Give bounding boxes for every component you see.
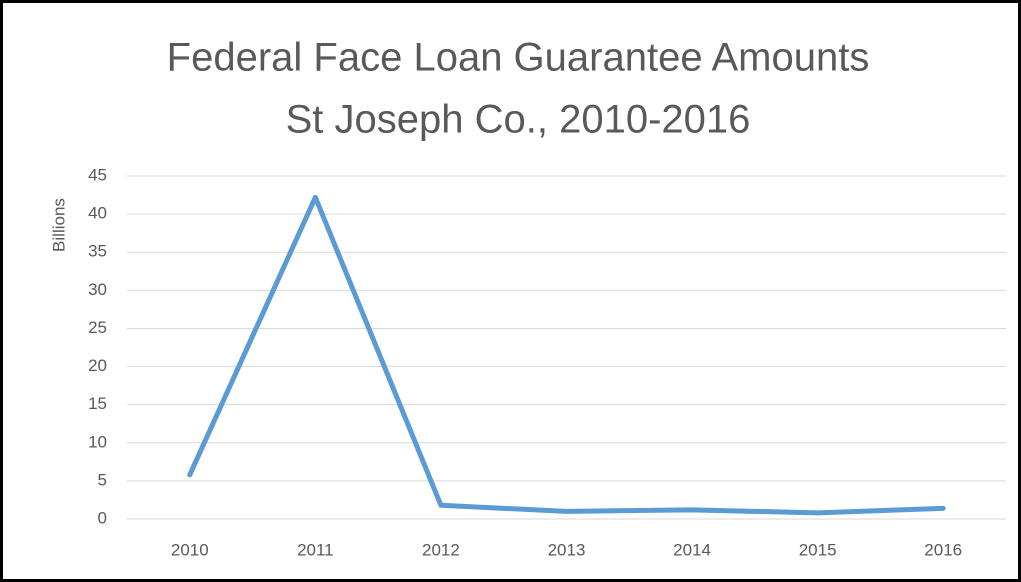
x-tick-label: 2011 (297, 540, 334, 559)
y-tick-label: 15 (88, 394, 107, 413)
y-tick-label: 0 (98, 508, 107, 527)
y-tick-label: 45 (88, 165, 107, 184)
x-tick-label: 2010 (171, 540, 209, 559)
x-tick-label: 2012 (422, 540, 460, 559)
x-tick-label: 2015 (799, 540, 837, 559)
chart-title: Federal Face Loan Guarantee Amounts (167, 36, 870, 80)
x-tick-label: 2013 (548, 540, 586, 559)
line-series (187, 194, 946, 516)
x-tick-label: 2014 (673, 540, 711, 559)
y-tick-label: 20 (88, 356, 107, 375)
chart-subtitle: St Joseph Co., 2010-2016 (286, 98, 751, 142)
y-tick-label: 40 (88, 204, 107, 223)
y-tick-label: 30 (88, 280, 107, 299)
y-tick-label: 5 (98, 470, 107, 489)
y-tick-label: 25 (88, 318, 107, 337)
x-tick-label: 2016 (924, 540, 962, 559)
y-tick-label: 10 (88, 432, 107, 451)
y-tick-label: 35 (88, 242, 107, 261)
y-axis-label: Billions (49, 198, 68, 252)
